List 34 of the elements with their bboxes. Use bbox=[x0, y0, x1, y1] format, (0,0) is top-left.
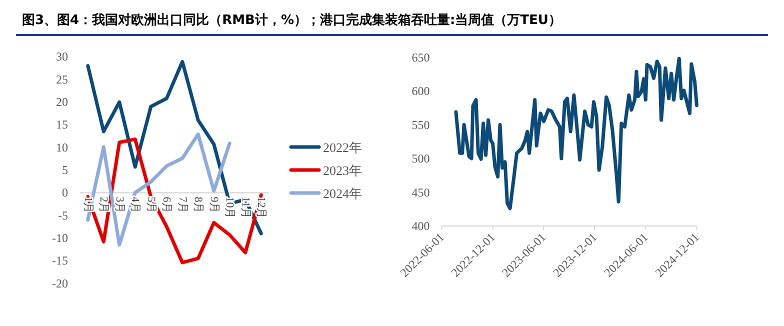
y-tick-label: 20 bbox=[56, 95, 68, 110]
y-tick-label: 0 bbox=[62, 186, 68, 200]
y-tick-label: 650 bbox=[412, 50, 430, 64]
x-tick-label: 8月 bbox=[192, 196, 204, 214]
line-series bbox=[454, 56, 698, 210]
x-tick-label: 7月 bbox=[176, 196, 188, 214]
y-tick-label: 10 bbox=[56, 140, 68, 154]
x-tick-label: 12月 bbox=[255, 196, 268, 219]
y-tick-label: 450 bbox=[412, 185, 430, 200]
y-tick-label: 400 bbox=[412, 219, 430, 233]
y-tick-label: 5 bbox=[62, 163, 68, 178]
y-tick-label: 25 bbox=[56, 72, 68, 86]
chart-title: 图3、图4：我国对欧洲出口同比（RMB计，%）；港口完成集装箱吞吐量:当周值（万TEU） bbox=[22, 12, 562, 28]
y-tick-label: 550 bbox=[412, 118, 430, 132]
y-tick-label: 30 bbox=[56, 50, 68, 64]
legend-label: 2024年 bbox=[323, 186, 362, 202]
x-tick-label: 9月 bbox=[208, 196, 220, 214]
legend-label: 2022年 bbox=[323, 140, 362, 156]
x-tick-label: 11月 bbox=[239, 196, 252, 218]
y-tick-label: -5 bbox=[58, 208, 68, 222]
y-tick-label: 600 bbox=[412, 84, 430, 98]
x-tick-label: 5月 bbox=[144, 196, 157, 214]
legend-label: 2023年 bbox=[323, 163, 362, 178]
y-tick-label: 500 bbox=[412, 152, 430, 166]
x-tick-label: 1月 bbox=[82, 196, 94, 214]
x-tick-label: 10月 bbox=[224, 196, 236, 219]
y-tick-label: -15 bbox=[52, 254, 68, 268]
x-tick-label: 4月 bbox=[129, 196, 142, 214]
x-tick-label: 3月 bbox=[113, 196, 126, 214]
x-tick-label: 6月 bbox=[160, 196, 173, 214]
y-tick-label: -20 bbox=[52, 276, 68, 290]
y-tick-label: -10 bbox=[52, 231, 68, 246]
x-tick-label: 2月 bbox=[98, 196, 110, 214]
y-tick-label: 15 bbox=[56, 118, 68, 132]
